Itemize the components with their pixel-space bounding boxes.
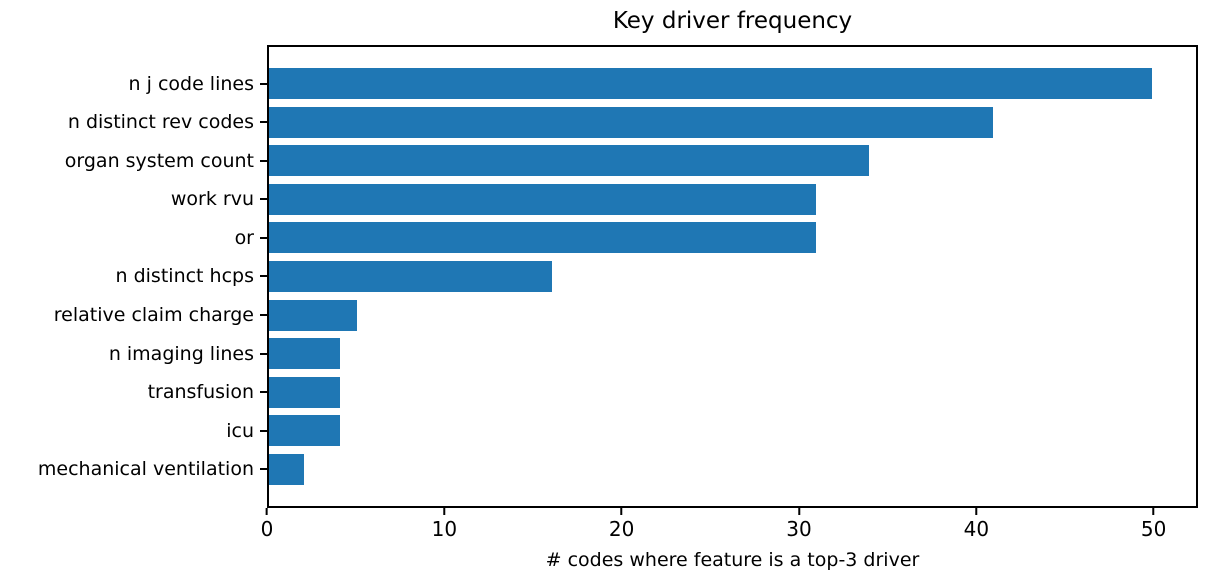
bar bbox=[269, 106, 993, 138]
category-label: n j code lines bbox=[128, 72, 254, 95]
x-tick-label: 20 bbox=[608, 517, 635, 541]
x-tick-mark bbox=[620, 508, 623, 515]
bar bbox=[269, 299, 358, 331]
bar-row: transfusion bbox=[148, 376, 1196, 408]
bar-row: organ system count bbox=[65, 145, 1196, 177]
x-tick: 20 bbox=[609, 508, 634, 541]
x-axis-label: # codes where feature is a top-3 driver bbox=[545, 549, 920, 571]
category-label: relative claim charge bbox=[53, 304, 254, 327]
y-tick-mark bbox=[260, 391, 267, 394]
category-label: work rvu bbox=[170, 188, 254, 211]
y-tick-mark bbox=[260, 468, 267, 471]
bar-row: n distinct hcps bbox=[116, 260, 1196, 292]
x-tick: 50 bbox=[1141, 508, 1166, 541]
y-tick-mark bbox=[260, 429, 267, 432]
x-tick-mark bbox=[797, 508, 800, 515]
category-label: n distinct hcps bbox=[115, 265, 254, 288]
x-tick-label: 30 bbox=[786, 517, 812, 541]
x-tick-label: 10 bbox=[431, 517, 458, 541]
bar bbox=[269, 376, 340, 408]
x-tick-label: 50 bbox=[1140, 517, 1167, 541]
bar bbox=[269, 453, 305, 485]
x-tick-mark bbox=[975, 508, 978, 515]
category-label: n distinct rev codes bbox=[67, 111, 254, 134]
plot-area: n j code lines n distinct rev codes organ … bbox=[38, 45, 1198, 508]
bar bbox=[269, 260, 552, 292]
category-label: transfusion bbox=[147, 381, 254, 404]
category-label: organ system count bbox=[64, 149, 254, 172]
category-label: mechanical ventilation bbox=[37, 458, 254, 481]
y-tick-mark bbox=[260, 82, 267, 85]
bar-row: n distinct rev codes bbox=[68, 106, 1196, 138]
y-tick-mark bbox=[260, 275, 267, 278]
bar-row: n j code lines bbox=[129, 68, 1196, 99]
x-tick-label: 40 bbox=[963, 517, 990, 541]
x-tick-mark bbox=[1152, 508, 1155, 515]
y-tick-mark bbox=[260, 352, 267, 355]
y-tick-mark bbox=[260, 198, 267, 201]
chart-title: Key driver frequency bbox=[612, 8, 853, 34]
bar-row: work rvu bbox=[171, 183, 1196, 215]
y-tick-mark bbox=[260, 121, 267, 124]
bar-row: or bbox=[235, 222, 1196, 254]
x-tick: 10 bbox=[432, 508, 457, 541]
x-tick: 40 bbox=[964, 508, 989, 541]
bar bbox=[269, 415, 340, 447]
bar bbox=[269, 338, 340, 370]
bar bbox=[269, 222, 817, 254]
bar-row: icu bbox=[226, 415, 1196, 447]
bar-row: n imaging lines bbox=[109, 338, 1196, 370]
x-tick-label: 0 bbox=[260, 517, 274, 541]
category-label: or bbox=[234, 226, 254, 249]
x-tick-mark bbox=[443, 508, 446, 515]
category-label: icu bbox=[226, 419, 254, 442]
bar bbox=[269, 68, 1152, 99]
x-tick: 30 bbox=[786, 508, 812, 541]
x-tick-mark bbox=[265, 508, 268, 515]
bar-row: mechanical ventilation bbox=[38, 453, 1196, 485]
x-tick: 0 bbox=[260, 508, 274, 541]
bar bbox=[269, 145, 870, 177]
y-tick-mark bbox=[260, 159, 267, 162]
bar-row: relative claim charge bbox=[54, 299, 1196, 331]
y-tick-mark bbox=[260, 236, 267, 239]
y-tick-mark bbox=[260, 314, 267, 317]
bar bbox=[269, 183, 817, 215]
category-label: n imaging lines bbox=[108, 342, 254, 365]
